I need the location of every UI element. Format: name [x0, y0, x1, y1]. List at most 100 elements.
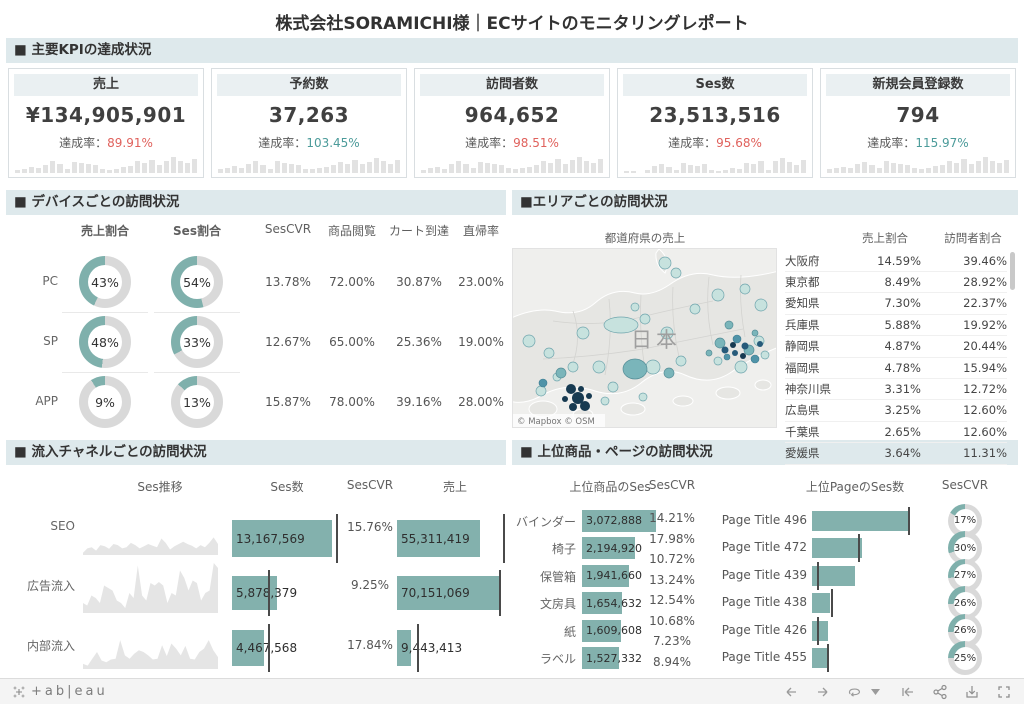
channel-col-sescvr: SesCVR [346, 478, 394, 492]
map-regions-blue[interactable] [538, 334, 760, 388]
device-row-divider [62, 312, 148, 313]
device-row-divider [154, 312, 240, 313]
channel-ses-trend-sparkline[interactable] [83, 635, 218, 669]
prefecture-row[interactable]: 愛知県 7.30% 22.37% [785, 293, 1007, 315]
product-ses-bar[interactable]: 1,527,332 [582, 647, 642, 669]
spark-bar [64, 169, 70, 173]
kpi-card-title: 予約数 [217, 74, 401, 96]
product-ses-bar[interactable]: 1,609,608 [582, 619, 642, 642]
device-metric: 28.00% [458, 395, 504, 409]
product-ses-bar[interactable]: 3,072,888 [582, 509, 656, 532]
device-ses-share-donut-label: 13% [180, 385, 214, 419]
page-ses-bar[interactable] [812, 593, 830, 613]
page-row-label: Page Title 438 [721, 595, 807, 609]
spark-bar [645, 170, 651, 173]
channel-sales-bar[interactable]: 70,151,069 [397, 576, 500, 610]
channel-ses-bar[interactable]: 13,167,569 [232, 520, 332, 557]
page-ses-bar[interactable] [812, 620, 828, 641]
device-ses-share-donut[interactable]: 33% [171, 316, 223, 368]
prefecture-name: 兵庫県 [785, 317, 820, 332]
prefecture-sales-share: 4.78% [884, 360, 921, 375]
kpi-sparkline-bars[interactable] [218, 154, 401, 173]
device-sales-share-donut[interactable]: 9% [79, 376, 131, 428]
page-ses-bar[interactable] [812, 648, 827, 668]
channel-ses-bar[interactable]: 4,467,568 [232, 630, 297, 666]
kpi-rate-label: 達成率： [59, 136, 108, 150]
kpi-card-1[interactable]: 予約数 37,263 達成率：103.45% [211, 68, 407, 178]
undo-icon[interactable] [782, 683, 799, 700]
product-sescvr-value: 7.23% [652, 634, 692, 648]
spark-bar [50, 161, 56, 173]
page-sescvr-donut[interactable]: 25% [948, 641, 982, 675]
device-ses-share-donut[interactable]: 54% [171, 256, 223, 308]
channel-ses-trend-sparkline[interactable] [83, 533, 218, 555]
prefecture-row[interactable]: 広島県 3.25% 12.60% [785, 400, 1007, 422]
prefecture-row[interactable]: 神奈川県 3.31% 12.72% [785, 378, 1007, 401]
prefecture-row[interactable]: 静岡県 4.87% 20.44% [785, 336, 1007, 358]
channel-col-sales: 売上 [442, 480, 467, 494]
product-row-label: 文房具 [539, 597, 576, 611]
prefecture-row[interactable]: 愛媛県 3.64% 11.31% [785, 443, 1007, 465]
spark-bar [1003, 160, 1010, 173]
spark-bar [107, 170, 113, 173]
page-row-label: Page Title 496 [721, 512, 807, 527]
table-scrollbar[interactable] [1010, 252, 1015, 290]
channel-sales-bar[interactable]: 9,443,413 [397, 630, 462, 666]
area-col-sales: 売上割合 [862, 231, 908, 245]
kpi-card-0[interactable]: 売上 ¥134,905,901 達成率：89.91% [8, 68, 204, 178]
kpi-sparkline-bars[interactable] [624, 154, 807, 173]
channel-sales-target-line [499, 570, 501, 616]
kpi-sparkline-bars[interactable] [15, 154, 198, 173]
section-header-area: ■エリアごとの訪問状況 [512, 190, 1018, 215]
channel-ses-trend-sparkline[interactable] [83, 563, 218, 613]
product-ses-value: 1,527,332 [586, 651, 642, 665]
map-regions-navy[interactable] [721, 341, 764, 356]
redo-icon[interactable] [814, 683, 831, 700]
page-ses-bar[interactable] [812, 538, 862, 558]
page-ses-bar[interactable] [812, 510, 908, 531]
kpi-sparkline-bars[interactable] [827, 154, 1010, 173]
map-regions-dark[interactable] [562, 342, 746, 411]
kpi-sparkline-bars[interactable] [421, 154, 604, 173]
replay-icon[interactable] [846, 683, 863, 700]
share-icon[interactable] [931, 683, 948, 700]
japan-prefecture-map[interactable]: 日本 © Mapbox © OSM [512, 248, 777, 428]
prefecture-row[interactable]: 千葉県 2.65% 12.60% [785, 421, 1007, 444]
reset-icon[interactable] [899, 683, 916, 700]
device-ses-share-donut[interactable]: 13% [171, 376, 223, 428]
product-ses-value: 2,194,920 [586, 541, 642, 555]
spark-bar [449, 164, 455, 173]
page-row-label: Page Title 455 [721, 650, 807, 664]
product-ses-bar[interactable]: 1,941,660 [582, 564, 642, 587]
prefecture-row[interactable]: 福岡県 4.78% 15.94% [785, 357, 1007, 379]
channel-ses-value: 5,878,379 [236, 586, 298, 600]
map-regions-mid[interactable] [555, 320, 759, 380]
tableau-logo[interactable]: +ab|eau [12, 684, 108, 699]
page-ses-bar[interactable] [812, 565, 855, 586]
area-col-visitors: 訪問者割合 [944, 231, 1002, 245]
kpi-card-rate: 達成率：95.68% [618, 134, 812, 151]
product-ses-bar[interactable]: 2,194,920 [582, 537, 642, 559]
prefecture-sales-share: 2.65% [884, 424, 921, 439]
channel-sales-bar[interactable]: 55,311,419 [397, 520, 480, 557]
download-icon[interactable] [963, 683, 980, 700]
replay-caret-icon[interactable] [867, 683, 884, 700]
prefecture-row[interactable]: 兵庫県 5.88% 19.92% [785, 314, 1007, 337]
channel-ses-bar[interactable]: 5,878,379 [232, 576, 297, 610]
prefecture-row[interactable]: 大阪府 14.59% 39.46% [785, 250, 1007, 272]
product-ses-bar[interactable]: 1,654,632 [582, 592, 642, 614]
spark-bar [177, 161, 183, 173]
device-sales-share-donut[interactable]: 48% [79, 316, 131, 368]
spark-bar [834, 168, 840, 173]
kpi-card-4[interactable]: 新規会員登録数 794 達成率：115.97% [820, 68, 1016, 178]
fullscreen-icon[interactable] [995, 683, 1012, 700]
map-regions-light[interactable] [522, 256, 770, 406]
spark-bar [954, 163, 960, 173]
spark-bar [652, 166, 658, 173]
prefecture-sales-share: 3.64% [884, 446, 921, 461]
kpi-card-3[interactable]: Ses数 23,513,516 達成率：95.68% [617, 68, 813, 178]
spark-bar [246, 164, 252, 173]
device-sales-share-donut[interactable]: 43% [79, 256, 131, 308]
kpi-card-2[interactable]: 訪問者数 964,652 達成率：98.51% [414, 68, 610, 178]
prefecture-row[interactable]: 東京都 8.49% 28.92% [785, 271, 1007, 294]
